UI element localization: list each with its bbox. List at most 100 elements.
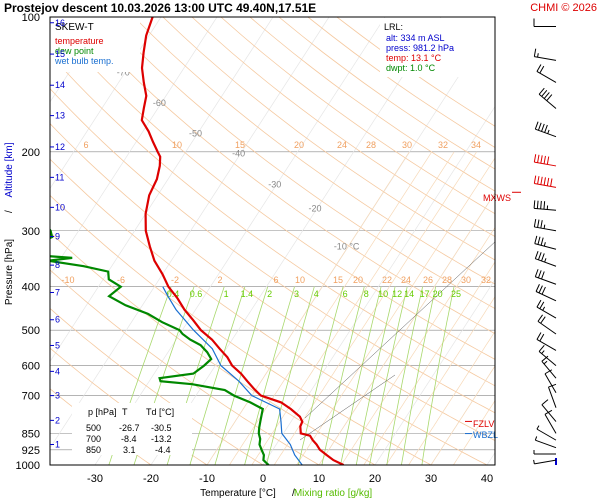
wind-barb-shaft <box>541 404 557 422</box>
wind-barb-flag <box>537 154 540 163</box>
wind-barb-flag <box>534 269 539 277</box>
theta-label: 10 <box>172 140 182 150</box>
wind-barb-flag <box>547 129 550 134</box>
dry-adiabat <box>50 231 376 465</box>
wind-barb-flag <box>541 286 546 295</box>
wind-barb-flag <box>533 200 536 209</box>
wind-barb-shaft <box>536 428 557 441</box>
wind-barb-flag <box>543 201 546 210</box>
isotherm-line <box>543 17 600 465</box>
reference-line <box>304 241 495 419</box>
wind-barb-flag <box>543 360 548 365</box>
temperature-tick-label: -10 <box>199 473 215 485</box>
chart-title: Prostejov descent 10.03.2026 13:00 UTC 4… <box>4 1 316 15</box>
altitude-tick-label: 5 <box>55 340 60 350</box>
dry-adiabat <box>220 17 495 215</box>
table-cell: 700 <box>86 434 101 444</box>
mixing-ratio-line <box>369 286 408 465</box>
moist-adiabat <box>453 400 495 465</box>
wind-barb-flag <box>533 154 537 163</box>
y-axis-separator: / <box>4 210 15 213</box>
isotherm-line <box>374 278 495 465</box>
isotherm-line <box>50 17 330 449</box>
mixing-ratio-label: 2 <box>267 289 272 299</box>
pressure-tick-label: 925 <box>22 445 40 457</box>
wind-barb-shaft <box>544 373 557 394</box>
mixing-ratio-line <box>321 286 365 465</box>
altitude-tick-label: 11 <box>55 172 64 182</box>
isotherm-label: -60 <box>153 98 166 108</box>
moist-adiabat <box>229 151 432 465</box>
level-table: p [hPa] T Td [°C] 500 -26.7 -30.5 700 -8… <box>86 407 174 455</box>
dry-adiabat <box>104 17 495 310</box>
theta-label: 6 <box>83 140 88 150</box>
wind-barb-flag <box>540 316 546 324</box>
plot-frame <box>49 16 496 466</box>
wind-barb-flag <box>541 271 545 280</box>
theta-label: 24 <box>401 275 411 285</box>
wind-barb-flag <box>533 459 535 464</box>
dry-adiabat <box>50 88 495 414</box>
altitude-tick-label: 16 <box>55 18 65 28</box>
lrl-altitude: alt: 334 m ASL <box>386 33 445 43</box>
wind-barb-shaft <box>537 320 557 335</box>
dry-adiabat <box>75 17 495 335</box>
mixing-ratio-line <box>386 286 423 465</box>
altitude-tick-label: 10 <box>55 202 65 212</box>
wind-barb-flag <box>533 175 537 184</box>
theta-label: 10 <box>295 275 305 285</box>
isotherm-label: -10 °C <box>334 241 360 251</box>
pressure-tick-label: 100 <box>22 12 40 24</box>
wind-barb-flag <box>536 64 542 72</box>
wind-barb-flag <box>540 237 544 246</box>
mixing-ratio-line <box>340 286 382 465</box>
wind-barb-flag <box>537 53 539 58</box>
wind-barb-flag <box>546 177 550 186</box>
mixing-ratio-label: 0.6 <box>190 289 203 299</box>
wind-barb-flag <box>543 92 550 99</box>
table-cell: 850 <box>86 445 101 455</box>
legend-dew-point: dew point <box>55 46 94 56</box>
moist-adiabat <box>273 151 477 465</box>
dry-adiabat <box>50 194 432 465</box>
table-cell: 3.1 <box>123 445 136 455</box>
wind-barb-shaft <box>534 459 557 465</box>
wind-barb-flag <box>540 220 543 229</box>
theta-label: -6 <box>117 275 125 285</box>
fzlv-label: FZLV <box>473 419 494 429</box>
mixing-ratio-label: 20 <box>433 289 443 299</box>
wind-barb-flag <box>536 299 542 308</box>
lrl-title: LRL: <box>384 22 403 32</box>
pressure-tick-label: 850 <box>22 428 40 440</box>
wind-barb-flag <box>540 176 543 185</box>
mixing-ratio-label: 17 <box>420 289 430 299</box>
temperature-tick-label: 10 <box>313 473 325 485</box>
mixing-ratio-line <box>298 286 344 465</box>
wind-barb-flag <box>541 399 549 406</box>
theta-label: 2 <box>217 275 222 285</box>
theta-label: 15 <box>235 140 245 150</box>
wind-barb-flag <box>539 333 545 342</box>
theta-label: 32 <box>481 275 491 285</box>
wbzl-label: WBZL <box>473 430 498 440</box>
mixing-ratio-line <box>355 286 396 465</box>
moist-adiabat <box>251 151 455 465</box>
wind-barb-shaft <box>534 56 557 61</box>
profile-dew-point <box>50 228 270 465</box>
x-axis-label: Temperature [°C] <box>200 488 276 499</box>
wind-barb-flag <box>543 177 546 186</box>
wind-barb-flag <box>534 121 539 130</box>
wind-barb-flag <box>542 306 546 311</box>
theta-label: 20 <box>353 275 363 285</box>
wind-barb-flag <box>537 314 543 322</box>
temperature-tick-label: -20 <box>143 473 159 485</box>
wind-barb-shaft <box>538 93 557 109</box>
lrl-dewpoint: dwpt: 1.0 °C <box>386 63 436 73</box>
wind-barb-flag <box>541 123 545 132</box>
wind-barb-flag <box>544 258 547 263</box>
moist-adiabat <box>341 226 495 465</box>
mixing-ratio-label: 1 <box>224 289 229 299</box>
wind-barb-flag <box>537 270 542 279</box>
wind-barb-flag <box>541 89 548 97</box>
